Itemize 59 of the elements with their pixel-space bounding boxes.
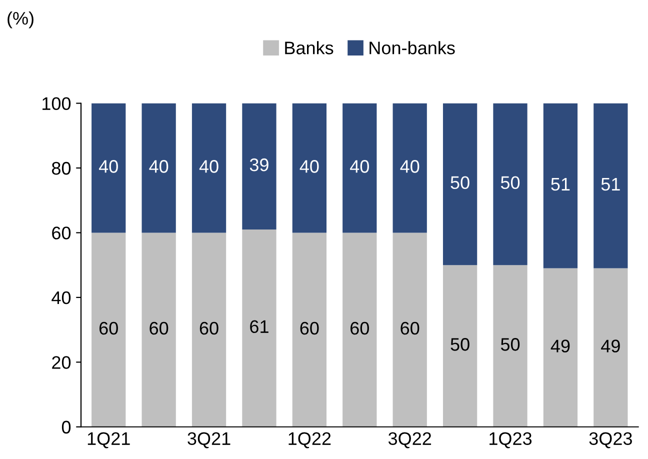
data-label: 60 — [200, 322, 218, 335]
data-label: 40 — [300, 160, 319, 173]
legend-label: Non-banks — [370, 41, 455, 54]
bar — [493, 103, 528, 266]
data-label: 40 — [350, 160, 369, 173]
data-label: 51 — [551, 178, 570, 191]
data-label: 49 — [550, 340, 570, 352]
y-tick-label: 60 — [52, 226, 71, 240]
data-label: 49 — [601, 340, 620, 352]
bar — [543, 268, 578, 427]
data-label: 50 — [450, 338, 470, 351]
bar — [142, 103, 176, 233]
bar — [242, 229, 276, 427]
bar — [192, 232, 226, 427]
legend-label: Banks — [285, 41, 334, 54]
bar — [392, 232, 427, 427]
bar — [442, 265, 478, 427]
bar — [292, 232, 327, 427]
x-tick-label: 1Q21 — [88, 432, 130, 448]
data-label: 61 — [250, 320, 268, 334]
data-label: 50 — [500, 176, 520, 190]
bar — [92, 103, 126, 233]
y-tick-label: 0 — [62, 420, 71, 434]
bar — [242, 103, 276, 230]
bar — [142, 232, 176, 427]
x-tick-label: 3Q21 — [188, 432, 230, 448]
data-label: 40 — [98, 160, 118, 173]
bar — [543, 103, 578, 268]
data-label: 40 — [199, 160, 218, 173]
bar — [594, 268, 628, 427]
x-tick-label: 3Q23 — [589, 432, 632, 448]
x-tick-label: 1Q23 — [490, 432, 532, 448]
bar — [342, 232, 377, 427]
x-tick-label: 1Q22 — [288, 432, 331, 448]
data-label: 60 — [300, 322, 319, 335]
x-tick-label: 3Q22 — [388, 432, 432, 448]
bar — [594, 103, 628, 268]
y-tick-label: 40 — [52, 291, 71, 304]
data-label: 60 — [150, 322, 168, 335]
bar — [292, 103, 327, 233]
data-label: 50 — [500, 338, 520, 351]
data-label: 40 — [400, 160, 420, 173]
data-label: 40 — [149, 160, 168, 173]
data-label: 60 — [350, 322, 369, 335]
bar — [342, 103, 377, 233]
y-tick-label: 80 — [52, 162, 71, 175]
y-tick-label: 100 — [42, 97, 71, 110]
y-tick-label: 20 — [52, 356, 71, 369]
y-axis-title: (%) — [8, 11, 34, 28]
data-label: 39 — [250, 158, 268, 172]
bar — [493, 265, 528, 427]
bar — [92, 232, 126, 427]
bar — [392, 103, 427, 233]
bar — [442, 103, 478, 266]
bar — [192, 103, 226, 233]
data-label: 50 — [450, 176, 470, 190]
data-label: 60 — [99, 322, 118, 335]
data-label: 51 — [601, 178, 620, 191]
data-label: 60 — [400, 322, 420, 335]
